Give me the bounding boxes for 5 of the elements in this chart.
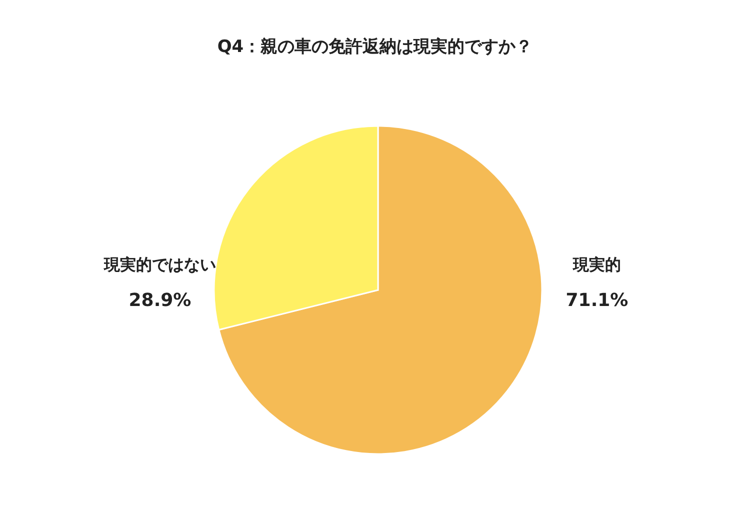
slice-label: 現実的 — [572, 255, 621, 274]
data-label: 71.1% — [566, 290, 628, 311]
data-label: 28.9% — [128, 290, 192, 311]
slice-label: 現実的ではない — [103, 255, 216, 274]
chart-title: Q4：親の車の免許返納は現実的ですか？ — [217, 37, 533, 57]
